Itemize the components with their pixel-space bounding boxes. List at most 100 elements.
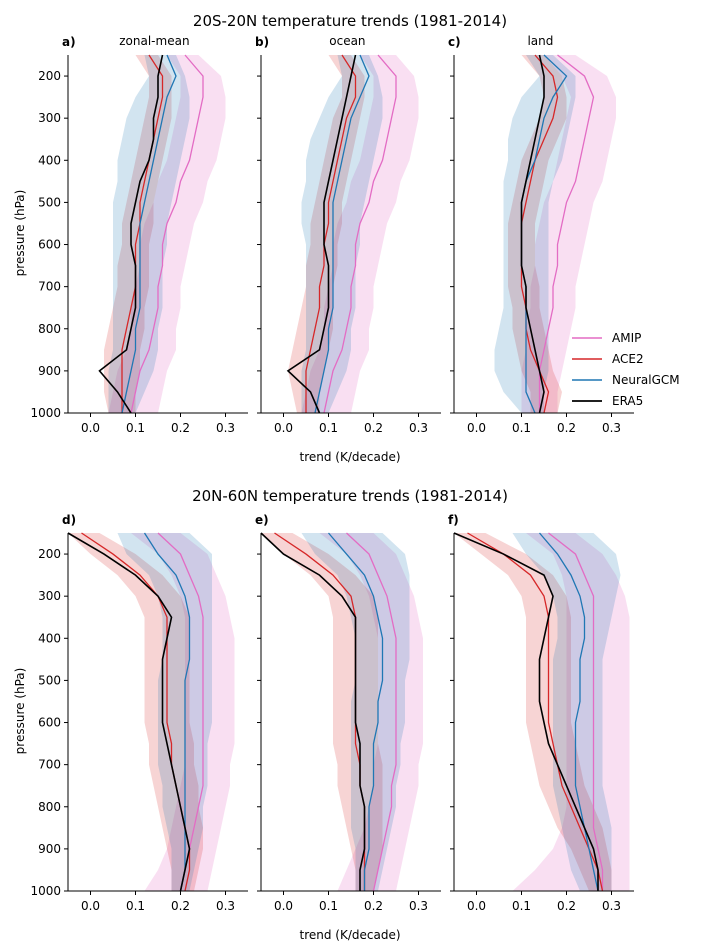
ngcm-line bbox=[328, 532, 384, 891]
era5-line bbox=[453, 532, 599, 891]
panel-e: 0.0 0.1 0.2 0.3 e) bbox=[255, 513, 441, 913]
x-tick-label: 0.3 bbox=[602, 899, 621, 913]
y-tick-label: 700 bbox=[38, 280, 61, 294]
panel-letter: d) bbox=[62, 513, 76, 527]
x-tick-label: 0.1 bbox=[126, 421, 145, 435]
x-tick-label: 0.3 bbox=[216, 899, 235, 913]
ylabel-bottom: pressure (hPa) bbox=[13, 668, 27, 755]
legend-label-amip: AMIP bbox=[612, 331, 641, 345]
era5-line bbox=[98, 54, 164, 414]
panel-title: zonal-mean bbox=[119, 34, 189, 48]
x-tick-label: 0.1 bbox=[512, 899, 531, 913]
ace2-line bbox=[467, 532, 604, 892]
x-tick-label: 0.1 bbox=[319, 421, 338, 435]
y-tick-label: 700 bbox=[38, 758, 61, 772]
legend: AMIP ACE2 NeuralGCM ERA5 bbox=[572, 331, 680, 408]
amip-line bbox=[323, 54, 397, 414]
ace2-band bbox=[68, 533, 203, 891]
ngcm-line bbox=[314, 54, 370, 414]
panel-letter: f) bbox=[448, 513, 459, 527]
x-tick-label: 0.1 bbox=[319, 899, 338, 913]
panel-a: 0.0 0.1 0.2 0.3 200 300 400 500 600 700 800 900 1000… bbox=[30, 34, 248, 435]
y-tick-label: 800 bbox=[38, 322, 61, 336]
xlabel-bottom: trend (K/decade) bbox=[299, 928, 400, 942]
x-tick-label: 0.2 bbox=[364, 899, 383, 913]
amip-band bbox=[131, 533, 235, 891]
ngcm-band bbox=[117, 533, 212, 891]
legend-label-ngcm: NeuralGCM bbox=[612, 373, 680, 387]
x-tick-label: 0.1 bbox=[126, 899, 145, 913]
ngcm-band bbox=[494, 55, 576, 413]
panel-title: land bbox=[527, 34, 553, 48]
ylabel-top: pressure (hPa) bbox=[13, 190, 27, 277]
amip-line bbox=[130, 54, 204, 414]
y-tick-label: 200 bbox=[38, 69, 61, 83]
panel-letter: e) bbox=[255, 513, 269, 527]
y-tick-label: 600 bbox=[38, 716, 61, 730]
y-tick-label: 1000 bbox=[30, 406, 61, 420]
ace2-band bbox=[454, 533, 612, 891]
row-title-top: 20S-20N temperature trends (1981-2014) bbox=[193, 12, 507, 30]
x-tick-label: 0.2 bbox=[557, 421, 576, 435]
x-tick-label: 0.3 bbox=[216, 421, 235, 435]
amip-band bbox=[512, 533, 630, 891]
ngcm-band bbox=[108, 55, 190, 413]
panel-f: 0.0 0.1 0.2 0.3 f) bbox=[448, 513, 634, 913]
panel-d: 0.0 0.1 0.2 0.3 200 300 400 500 600 700 800 900 1000… bbox=[30, 513, 248, 913]
x-tick-label: 0.2 bbox=[171, 899, 190, 913]
y-tick-label: 500 bbox=[38, 195, 61, 209]
amip-band bbox=[319, 533, 423, 891]
y-tick-label: 300 bbox=[38, 589, 61, 603]
ngcm-band bbox=[301, 55, 383, 413]
amip-band bbox=[108, 55, 226, 413]
x-tick-label: 0.3 bbox=[602, 421, 621, 435]
xlabel-top: trend (K/decade) bbox=[299, 450, 400, 464]
row-title-bottom: 20N-60N temperature trends (1981-2014) bbox=[192, 487, 508, 505]
y-tick-label: 600 bbox=[38, 238, 61, 252]
y-tick-label: 400 bbox=[38, 631, 61, 645]
x-tick-label: 0.0 bbox=[467, 899, 486, 913]
x-tick-label: 0.0 bbox=[274, 421, 293, 435]
x-tick-label: 0.3 bbox=[409, 421, 428, 435]
era5-line bbox=[286, 54, 357, 414]
y-tick-label: 800 bbox=[38, 800, 61, 814]
era5-line bbox=[520, 54, 545, 414]
panel-c: 0.0 0.1 0.2 0.3 c) land bbox=[448, 34, 634, 435]
panel-letter: c) bbox=[448, 35, 461, 49]
y-tick-label: 200 bbox=[38, 547, 61, 561]
x-tick-label: 0.0 bbox=[467, 421, 486, 435]
x-tick-label: 0.2 bbox=[557, 899, 576, 913]
y-tick-label: 400 bbox=[38, 153, 61, 167]
chart-panels: 0.0 0.1 0.2 0.3 200 300 400 500 600 700 800 900 1000… bbox=[30, 34, 634, 913]
panel-letter: a) bbox=[62, 35, 76, 49]
y-tick-label: 1000 bbox=[30, 884, 61, 898]
y-tick-label: 300 bbox=[38, 111, 61, 125]
amip-band bbox=[521, 55, 616, 413]
ace2-line bbox=[305, 54, 357, 413]
y-tick-label: 900 bbox=[38, 364, 61, 378]
amip-line bbox=[538, 54, 595, 413]
era5-line bbox=[67, 532, 191, 892]
y-tick-label: 900 bbox=[38, 842, 61, 856]
ace2-band bbox=[508, 55, 567, 413]
x-tick-label: 0.2 bbox=[364, 421, 383, 435]
panel-b: 0.0 0.1 0.2 0.3 b) ocean bbox=[255, 34, 441, 435]
x-tick-label: 0.1 bbox=[512, 421, 531, 435]
x-tick-label: 0.0 bbox=[81, 899, 100, 913]
x-tick-label: 0.0 bbox=[274, 899, 293, 913]
panel-letter: b) bbox=[255, 35, 269, 49]
y-tick-label: 500 bbox=[38, 673, 61, 687]
ngcm-line bbox=[121, 54, 177, 414]
x-tick-label: 0.0 bbox=[81, 421, 100, 435]
x-tick-label: 0.2 bbox=[171, 421, 190, 435]
amip-line bbox=[157, 532, 204, 892]
legend-label-era5: ERA5 bbox=[612, 394, 643, 408]
era5-line bbox=[260, 532, 366, 891]
x-tick-label: 0.3 bbox=[409, 899, 428, 913]
amip-line bbox=[346, 532, 397, 892]
ace2-band bbox=[261, 533, 383, 891]
legend-label-ace2: ACE2 bbox=[612, 352, 644, 366]
panel-title: ocean bbox=[329, 34, 365, 48]
amip-band bbox=[301, 55, 419, 413]
